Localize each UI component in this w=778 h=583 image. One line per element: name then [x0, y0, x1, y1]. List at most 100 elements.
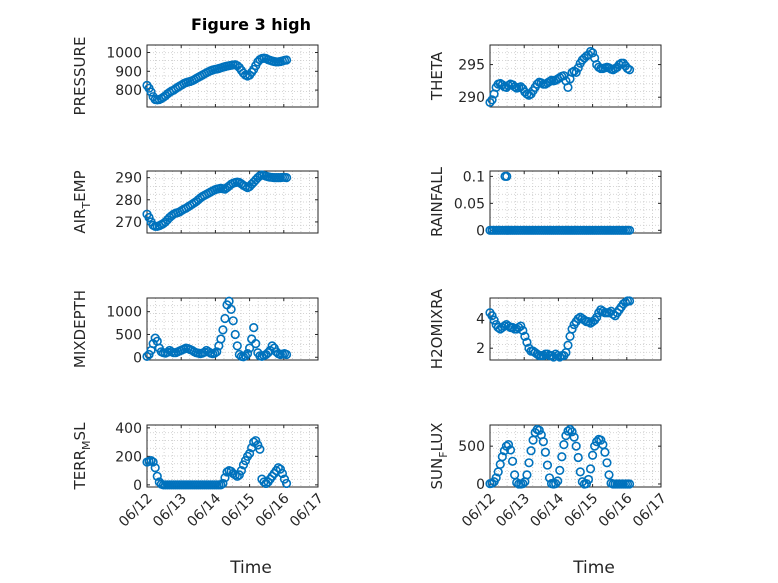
pressure-ytick-label: 800 — [115, 83, 142, 99]
mixdepth-point — [230, 329, 240, 340]
theta-ylabel: THETA — [428, 51, 446, 101]
rainfall-series — [485, 171, 635, 235]
h2omixra-point — [507, 322, 518, 333]
h2omixra-point — [520, 331, 530, 341]
sun-flux-point — [624, 479, 635, 489]
sun-flux-point — [600, 447, 610, 457]
terr-msl-point — [218, 478, 228, 489]
x-axis-label-right: Time — [572, 558, 615, 578]
terr-msl-ylabel: TERRMSL — [71, 422, 93, 491]
air-temp-ytick-label: 290 — [115, 171, 142, 187]
h2omixra-point — [553, 350, 563, 361]
mixdepth-point — [199, 347, 210, 357]
sun-flux-xtick-label: 06/17 — [630, 491, 670, 531]
air-temp-point — [281, 173, 292, 183]
terr-msl-xtick-label: 06/14 — [184, 490, 224, 530]
sun-flux-point — [583, 474, 594, 485]
terr-msl-xtick-label: 06/17 — [287, 491, 327, 531]
sun-flux-ytick-label: 0 — [476, 477, 485, 493]
sun-flux-point — [567, 427, 577, 437]
terr-msl-point — [230, 470, 240, 480]
sun-flux-point — [526, 446, 536, 456]
rainfall-ytick-label: 0.1 — [463, 169, 485, 185]
h2omixra-series — [485, 296, 635, 362]
sun-flux-point — [559, 440, 569, 450]
mixdepth-point — [216, 334, 226, 344]
mixdepth-point — [226, 304, 236, 314]
sun-flux-subplot: 0 500 SUNFLUX 06/1206/1306/1406/1506/1606/1… — [428, 423, 670, 531]
terr-msl-point — [148, 457, 158, 467]
x-axis-label-left: Time — [229, 558, 272, 578]
h2omixra-point — [567, 324, 577, 334]
sun-flux-point — [522, 470, 532, 480]
pressure-ylabel: PRESSURE — [71, 37, 89, 116]
pressure-point — [146, 87, 156, 97]
h2omixra-subplot: 2 4 H2OMIXRA — [428, 288, 662, 369]
sun-flux-point — [557, 452, 567, 462]
rainfall-point — [502, 171, 512, 181]
terr-msl-point — [255, 444, 265, 454]
sun-flux-point — [518, 478, 528, 489]
sun-flux-grid — [490, 425, 661, 487]
theta-axes-box — [489, 44, 662, 108]
sun-flux-series — [485, 424, 635, 489]
sun-flux-point — [555, 465, 565, 475]
mixdepth-point — [232, 341, 242, 351]
mixdepth-point — [251, 338, 261, 349]
mixdepth-ytick-label: 500 — [115, 327, 142, 343]
h2omixra-point — [546, 350, 557, 361]
terr-msl-point — [277, 468, 288, 479]
sun-flux-xtick-label: 06/12 — [459, 491, 499, 531]
sun-flux-point — [491, 473, 501, 483]
terr-msl-point — [245, 448, 255, 459]
sun-flux-xtick-label: 06/14 — [527, 490, 567, 530]
terr-msl-point — [222, 467, 232, 477]
mixdepth-subplot: 0 500 1000 MIXDEPTH — [71, 290, 319, 368]
sun-flux-point — [585, 464, 596, 474]
h2omixra-point — [522, 337, 532, 347]
sun-flux-point — [569, 432, 579, 442]
sun-flux-point — [571, 441, 581, 451]
h2omixra-point — [608, 309, 618, 319]
sun-flux-point — [534, 425, 544, 435]
sun-flux-ytick-label: 500 — [458, 439, 485, 455]
rainfall-ylabel: RAINFALL — [428, 166, 446, 237]
air-temp-axes-box — [146, 170, 319, 234]
air-temp-subplot: 270 280 290 AIRTEMP — [71, 170, 319, 234]
sun-flux-point — [505, 445, 516, 455]
terr-msl-ytick-label: 200 — [115, 449, 142, 465]
sun-flux-point — [553, 476, 563, 486]
sun-flux-ylabel: SUNFLUX — [428, 423, 450, 490]
terr-msl-point — [251, 436, 261, 446]
terr-msl-point — [279, 474, 290, 484]
mixdepth-point — [245, 343, 255, 353]
h2omixra-point — [493, 322, 503, 333]
terr-msl-point — [275, 464, 285, 474]
theta-point — [571, 67, 581, 78]
rainfall-subplot: 0 0.05 0.1 RAINFALL — [428, 166, 662, 239]
subplot-grid: 800 900 1000 PRESSURE 290 295 THETA 270 280 290 AI… — [71, 37, 670, 531]
rainfall-ytick-label: 0 — [476, 223, 485, 239]
mixdepth-point — [220, 313, 230, 324]
mixdepth-point — [281, 349, 292, 360]
h2omixra-axes-box — [489, 297, 662, 361]
mixdepth-point — [242, 349, 253, 359]
sun-flux-point — [499, 446, 509, 456]
terr-msl-point — [150, 463, 160, 473]
h2omixra-ylabel: H2OMIXRA — [428, 288, 446, 369]
mixdepth-ytick-label: 1000 — [106, 305, 142, 321]
sun-flux-point — [604, 470, 614, 480]
sun-flux-point — [538, 437, 548, 447]
terr-msl-point — [253, 440, 263, 450]
theta-subplot: 290 295 THETA — [428, 44, 662, 108]
pressure-point — [281, 55, 292, 65]
sun-flux-point — [497, 452, 507, 462]
theta-point — [487, 95, 497, 105]
theta-series — [485, 46, 635, 108]
terr-msl-point — [234, 470, 244, 480]
mixdepth-point — [218, 325, 228, 335]
sun-flux-point — [587, 450, 598, 460]
pressure-series — [142, 53, 292, 105]
sun-flux-point — [602, 458, 612, 468]
mixdepth-point — [267, 341, 277, 351]
